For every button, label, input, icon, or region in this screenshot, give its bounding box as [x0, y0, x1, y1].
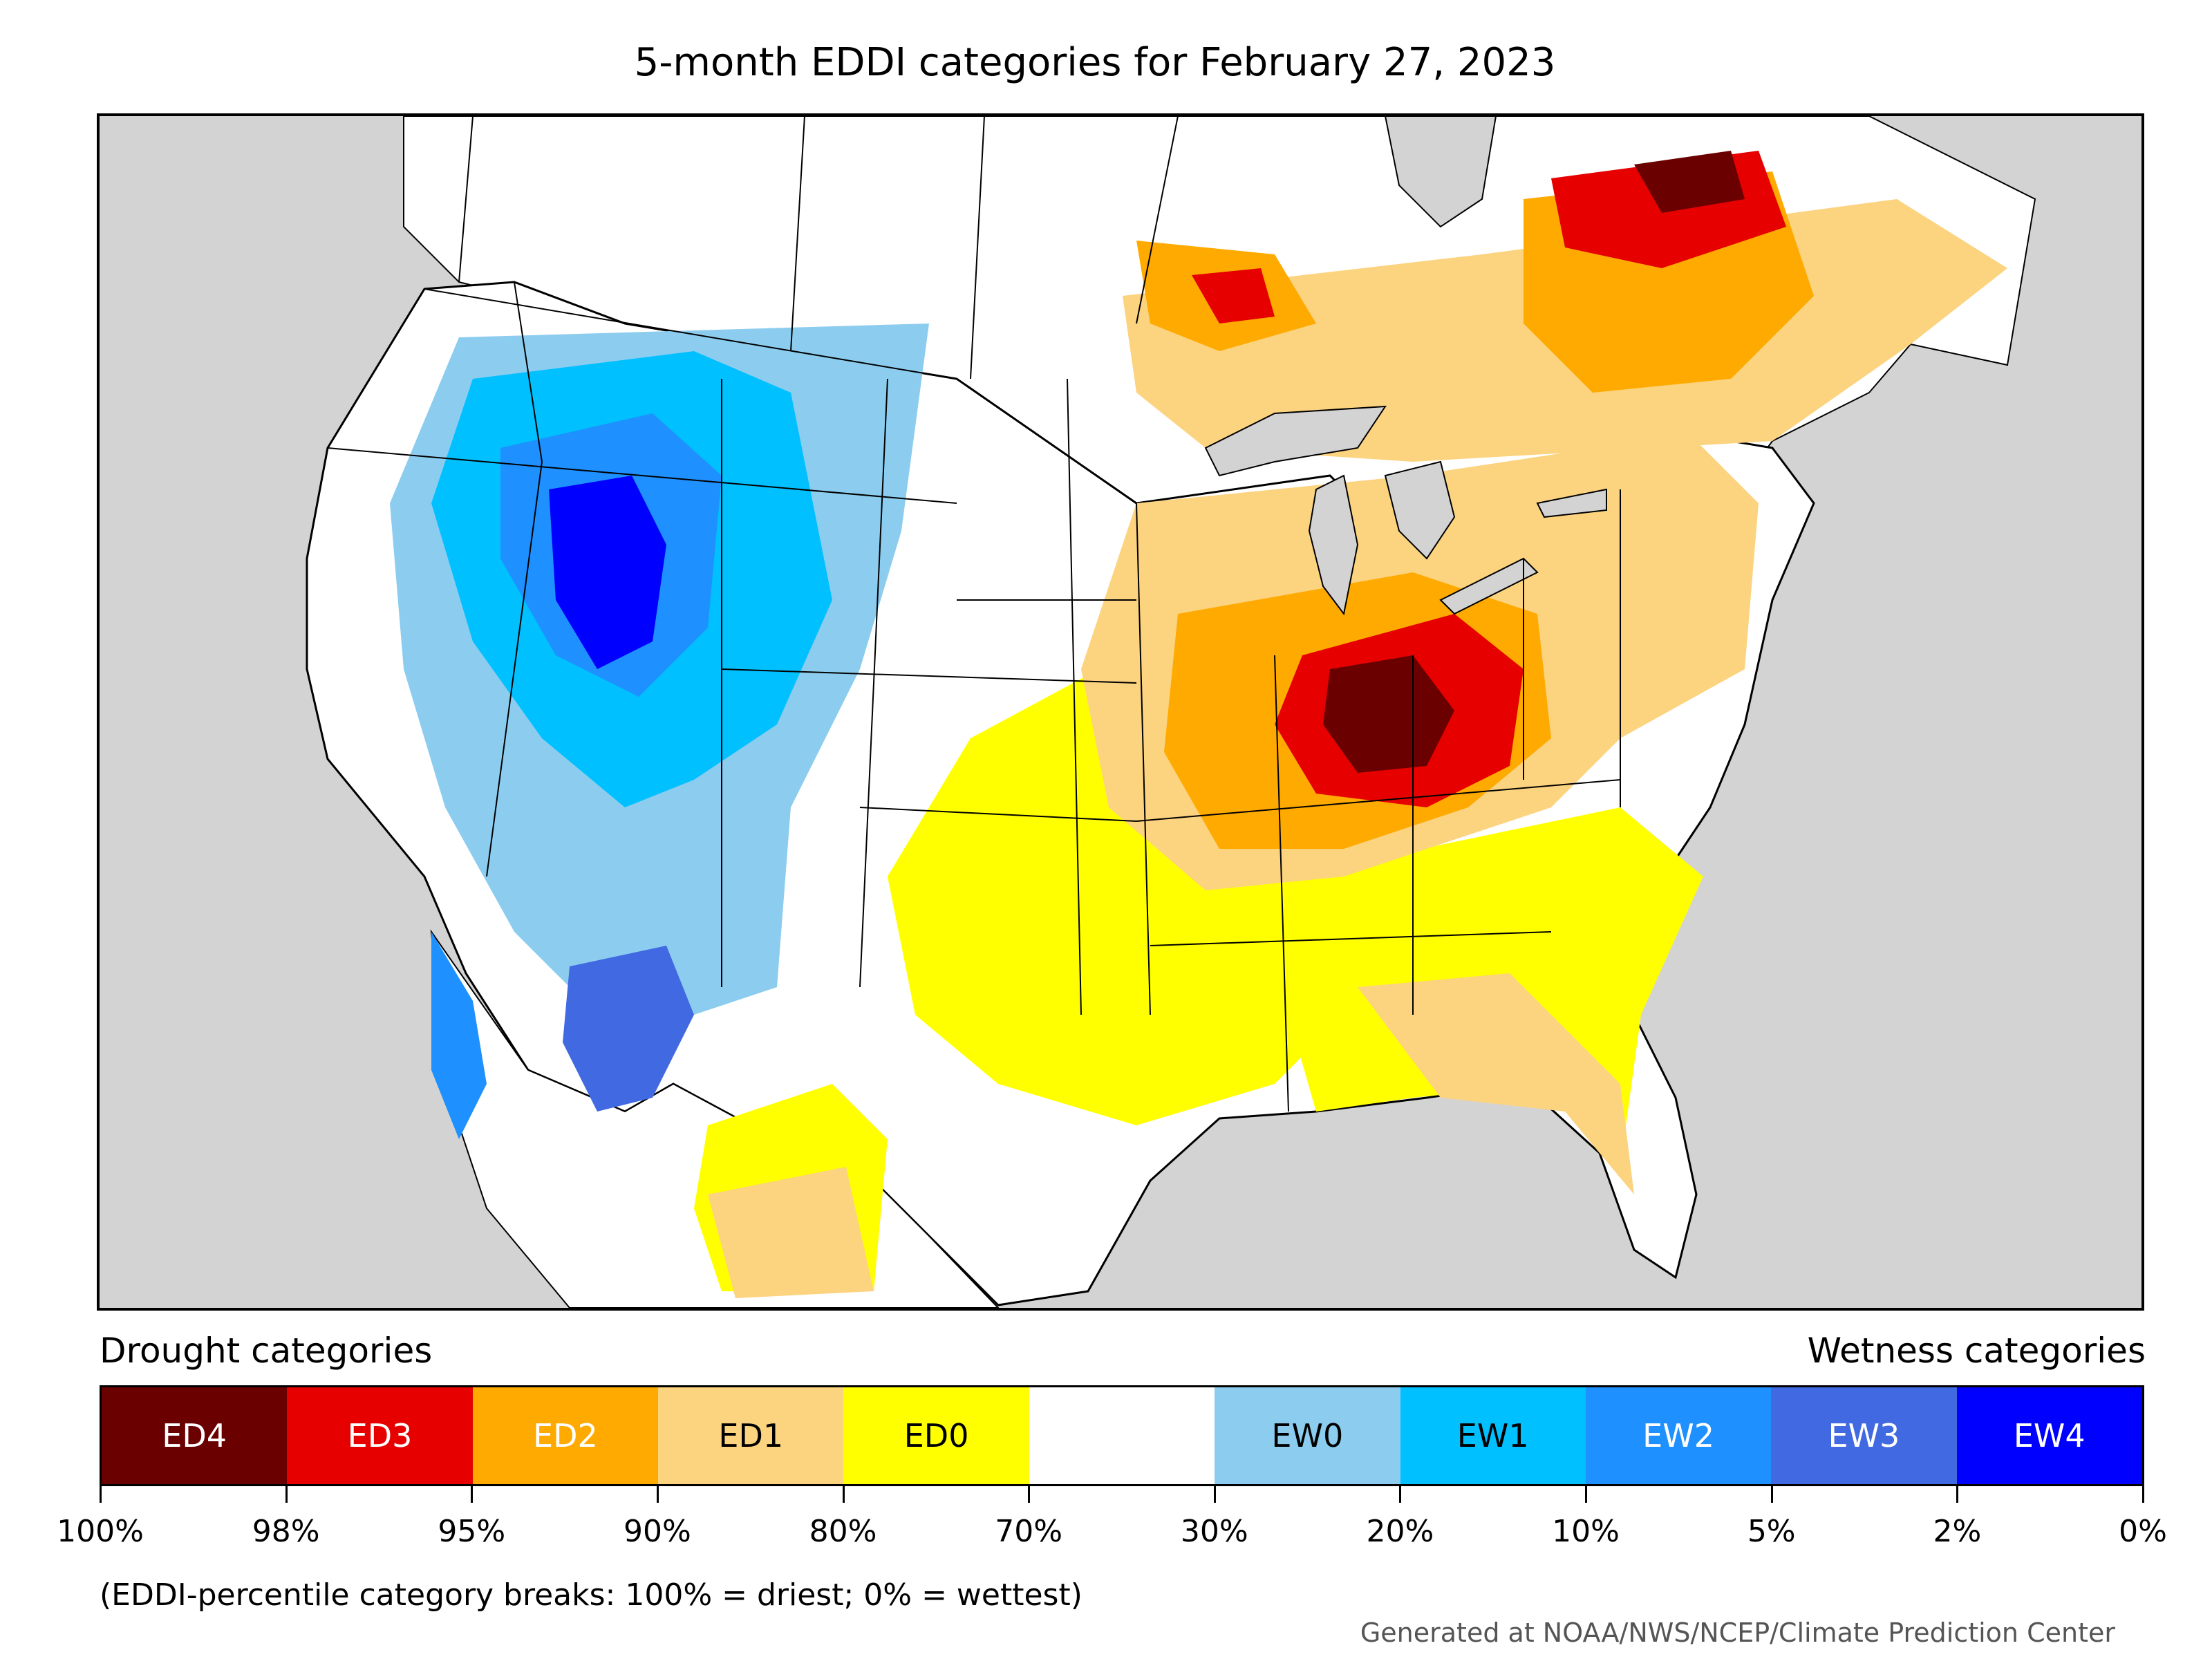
colorbar-tick-label: 90%	[624, 1514, 691, 1549]
colorbar-tick-label: 100%	[57, 1514, 144, 1549]
colorbar-segment-ew0: EW0	[1215, 1387, 1400, 1484]
wet-region-ew3-az	[563, 946, 694, 1112]
colorbar-tick-label: 10%	[1552, 1514, 1620, 1549]
colorbar-segment-ed1: ED1	[658, 1387, 844, 1484]
colorbar-tick	[100, 1485, 102, 1503]
lake-ontario	[1536, 488, 1607, 518]
lake-superior	[1204, 405, 1387, 477]
colorbar-segment-ed0: ED0	[843, 1387, 1029, 1484]
colorbar-segment-ed4: ED4	[102, 1387, 288, 1484]
colorbar-segment-normal	[1029, 1387, 1215, 1484]
category-colorbar: ED4 ED3 ED2 ED1 ED0 EW0 EW1 EW2 EW3 EW4	[100, 1385, 2144, 1486]
colorbar-tick-label: 2%	[1933, 1514, 1982, 1549]
colorbar-tick-label: 0%	[2119, 1514, 2167, 1549]
colorbar-tick-label: 95%	[438, 1514, 506, 1549]
drought-ed1-mexico	[708, 1167, 874, 1298]
drought-ed4-illinois-indiana	[1323, 655, 1454, 773]
drought-ed1-gulf	[1358, 973, 1634, 1194]
colorbar-tick	[471, 1485, 474, 1503]
colorbar-segment-ed2: ED2	[472, 1387, 659, 1484]
wet-region-baja	[431, 932, 487, 1139]
us-map-svg	[100, 116, 2141, 1308]
colorbar-tick-label: 70%	[995, 1514, 1063, 1549]
colorbar-segment-ew1: EW1	[1400, 1387, 1586, 1484]
wet-region-ew4	[549, 476, 666, 669]
colorbar-tick-label: 30%	[1180, 1514, 1248, 1549]
border-lines	[327, 116, 1621, 1112]
drought-ed3-ontario	[1192, 268, 1275, 324]
eddi-map	[97, 113, 2144, 1311]
colorbar-tick	[842, 1485, 845, 1503]
drought-ed4-quebec	[1634, 151, 1745, 213]
colorbar-tick	[656, 1485, 659, 1503]
colorbar-ticks	[100, 1485, 2144, 1506]
colorbar-tick	[285, 1485, 288, 1503]
wetness-categories-heading: Wetness categories	[1807, 1331, 2146, 1371]
colorbar-segment-ew2: EW2	[1585, 1387, 1772, 1484]
colorbar-tick	[1585, 1485, 1588, 1503]
colorbar-segment-ew3: EW3	[1771, 1387, 1957, 1484]
credit-line: Generated at NOAA/NWS/NCEP/Climate Predi…	[1360, 1618, 2115, 1648]
hudson-bay	[1384, 116, 1497, 228]
colorbar-tick	[1213, 1485, 1216, 1503]
colorbar-tick	[1956, 1485, 1959, 1503]
colorbar-segment-ew4: EW4	[1956, 1387, 2142, 1484]
lake-huron	[1384, 460, 1456, 560]
colorbar-tick	[1028, 1485, 1031, 1503]
colorbar-segment-ed3: ED3	[287, 1387, 473, 1484]
colorbar-tick-label: 20%	[1366, 1514, 1434, 1549]
colorbar-tick-label: 80%	[809, 1514, 877, 1549]
map-title: 5-month EDDI categories for February 27,…	[634, 40, 1556, 85]
lake-michigan	[1308, 474, 1359, 616]
colorbar-tick-label: 5%	[1747, 1514, 1796, 1549]
colorbar-tick	[1770, 1485, 1773, 1503]
category-footnote: (EDDI-percentile category breaks: 100% =…	[100, 1577, 1082, 1613]
colorbar-tick	[1399, 1485, 1402, 1503]
colorbar-tick	[2142, 1485, 2144, 1503]
drought-categories-heading: Drought categories	[100, 1331, 433, 1371]
lake-erie	[1439, 557, 1539, 615]
colorbar-tick-label: 98%	[252, 1514, 320, 1549]
